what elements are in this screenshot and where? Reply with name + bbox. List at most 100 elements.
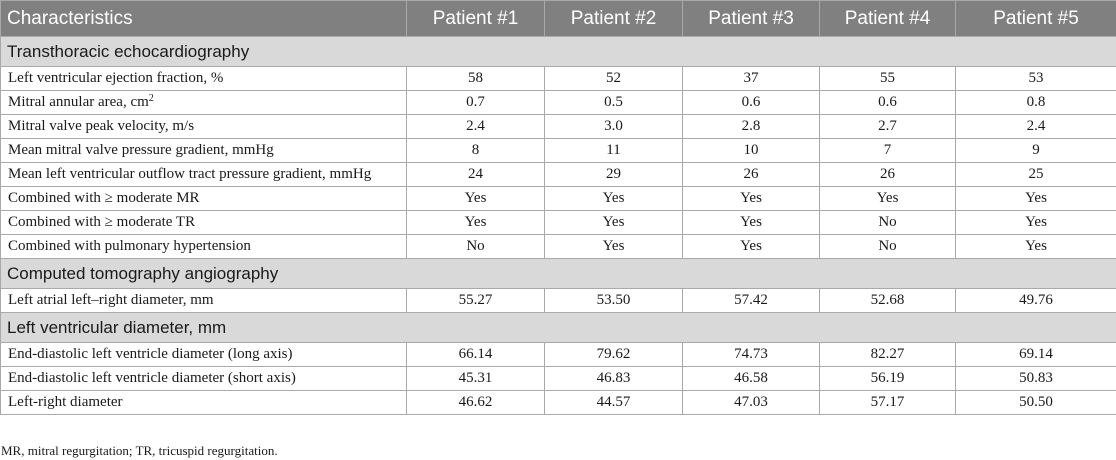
row-label: Combined with ≥ moderate MR [0,186,407,211]
cell-patient-4: 2.7 [819,114,956,139]
cell-patient-3: Yes [682,210,820,235]
cell-patient-4: Yes [819,186,956,211]
cell-patient-3: 74.73 [682,342,820,367]
row-label-text: Combined with pulmonary hypertension [8,238,251,254]
table-footnote: MR, mitral regurgitation; TR, tricuspid … [1,443,278,458]
cell-patient-2: Yes [544,210,683,235]
table-row: Left-right diameter 46.62 44.57 47.03 57.17 5… [0,390,1116,415]
table-row: Left ventricular ejection fraction, % 58 5… [0,66,1116,91]
cell-patient-1: 2.4 [406,114,545,139]
table-row: Combined with pulmonary hypertension No Ye… [0,234,1116,259]
table-row: Left atrial left–right diameter, mm 55.27… [0,288,1116,313]
cell-patient-1: 45.31 [406,366,545,391]
row-label-superscript: 2 [148,93,154,104]
row-label-text: End-diastolic left ventricle diameter (l… [8,346,293,362]
cell-patient-1: 8 [406,138,545,163]
cell-patient-4: 0.6 [819,90,956,115]
table-row: Mitral valve peak velocity, m/s 2.4 3.0 2.8… [0,114,1116,139]
row-label: Mitral annular area, cm2 [0,90,407,115]
cell-patient-2: 52 [544,66,683,91]
cell-patient-3: 10 [682,138,820,163]
cell-patient-2: 29 [544,162,683,187]
row-label: End-diastolic left ventricle diameter (l… [0,342,407,367]
row-label: Mean left ventricular outflow tract pres… [0,162,407,187]
cell-patient-3: 47.03 [682,390,820,415]
cell-patient-3: 26 [682,162,820,187]
cell-patient-5: 49.76 [955,288,1116,313]
cell-patient-5: 69.14 [955,342,1116,367]
header-patient-3: Patient #3 [682,0,820,37]
cell-patient-1: 0.7 [406,90,545,115]
section-row: Transthoracic echocardiography [0,36,1116,67]
cell-patient-4: 82.27 [819,342,956,367]
table-row: Combined with ≥ moderate TR Yes Yes Yes No Ye… [0,210,1116,235]
row-label: Combined with ≥ moderate TR [0,210,407,235]
row-label-text: Mitral annular area, cm [8,94,149,110]
cell-patient-5: Yes [955,186,1116,211]
row-label-text: Mean mitral valve pressure gradient, mmH… [8,142,274,158]
cell-patient-3: 0.6 [682,90,820,115]
cell-patient-5: 0.8 [955,90,1116,115]
cell-patient-2: 79.62 [544,342,683,367]
row-label: Mean mitral valve pressure gradient, mmH… [0,138,407,163]
row-label: Left ventricular ejection fraction, % [0,66,407,91]
table-row: Mitral annular area, cm2 0.7 0.5 0.6 0.6 0.8 [0,90,1116,115]
cell-patient-3: 57.42 [682,288,820,313]
cell-patient-4: 7 [819,138,956,163]
row-label-text: Left-right diameter [8,394,123,410]
cell-patient-2: Yes [544,186,683,211]
table-row: End-diastolic left ventricle diameter (l… [0,342,1116,367]
section-title: Left ventricular diameter, mm [0,312,1116,343]
cell-patient-2: 53.50 [544,288,683,313]
row-label: Left atrial left–right diameter, mm [0,288,407,313]
cell-patient-4: No [819,210,956,235]
row-label: End-diastolic left ventricle diameter (s… [0,366,407,391]
cell-patient-5: 2.4 [955,114,1116,139]
cell-patient-1: 55.27 [406,288,545,313]
cell-patient-2: Yes [544,234,683,259]
cell-patient-5: 25 [955,162,1116,187]
cell-patient-4: No [819,234,956,259]
table-row: Mean left ventricular outflow tract pres… [0,162,1116,187]
table-row: Combined with ≥ moderate MR Yes Yes Yes Yes Y… [0,186,1116,211]
row-label-text: Combined with ≥ moderate TR [8,214,196,230]
row-label-text: End-diastolic left ventricle diameter (s… [8,370,296,386]
cell-patient-2: 0.5 [544,90,683,115]
header-patient-2: Patient #2 [544,0,683,37]
row-label: Mitral valve peak velocity, m/s [0,114,407,139]
header-patient-5: Patient #5 [955,0,1116,37]
cell-patient-3: 37 [682,66,820,91]
cell-patient-2: 44.57 [544,390,683,415]
section-row: Computed tomography angiography [0,258,1116,289]
cell-patient-3: 46.58 [682,366,820,391]
cell-patient-5: 50.83 [955,366,1116,391]
row-label-text: Left ventricular ejection fraction, % [8,70,224,86]
row-label-text: Combined with ≥ moderate MR [8,190,200,206]
cell-patient-5: Yes [955,210,1116,235]
cell-patient-1: Yes [406,186,545,211]
cell-patient-5: Yes [955,234,1116,259]
cell-patient-1: Yes [406,210,545,235]
cell-patient-4: 26 [819,162,956,187]
table-row: Mean mitral valve pressure gradient, mmH… [0,138,1116,163]
cell-patient-5: 53 [955,66,1116,91]
section-title: Computed tomography angiography [0,258,1116,289]
cell-patient-1: No [406,234,545,259]
section-title: Transthoracic echocardiography [0,36,1116,67]
cell-patient-1: 24 [406,162,545,187]
cell-patient-3: Yes [682,234,820,259]
header-characteristics: Characteristics [0,0,407,37]
table-header: Characteristics Patient #1 Patient #2 Pa… [0,0,1116,37]
row-label: Left-right diameter [0,390,407,415]
cell-patient-2: 46.83 [544,366,683,391]
characteristics-table: Characteristics Patient #1 Patient #2 Pa… [0,0,1116,415]
cell-patient-1: 58 [406,66,545,91]
cell-patient-4: 56.19 [819,366,956,391]
cell-patient-1: 66.14 [406,342,545,367]
table-row: End-diastolic left ventricle diameter (s… [0,366,1116,391]
cell-patient-4: 52.68 [819,288,956,313]
cell-patient-4: 55 [819,66,956,91]
cell-patient-3: 2.8 [682,114,820,139]
header-patient-4: Patient #4 [819,0,956,37]
